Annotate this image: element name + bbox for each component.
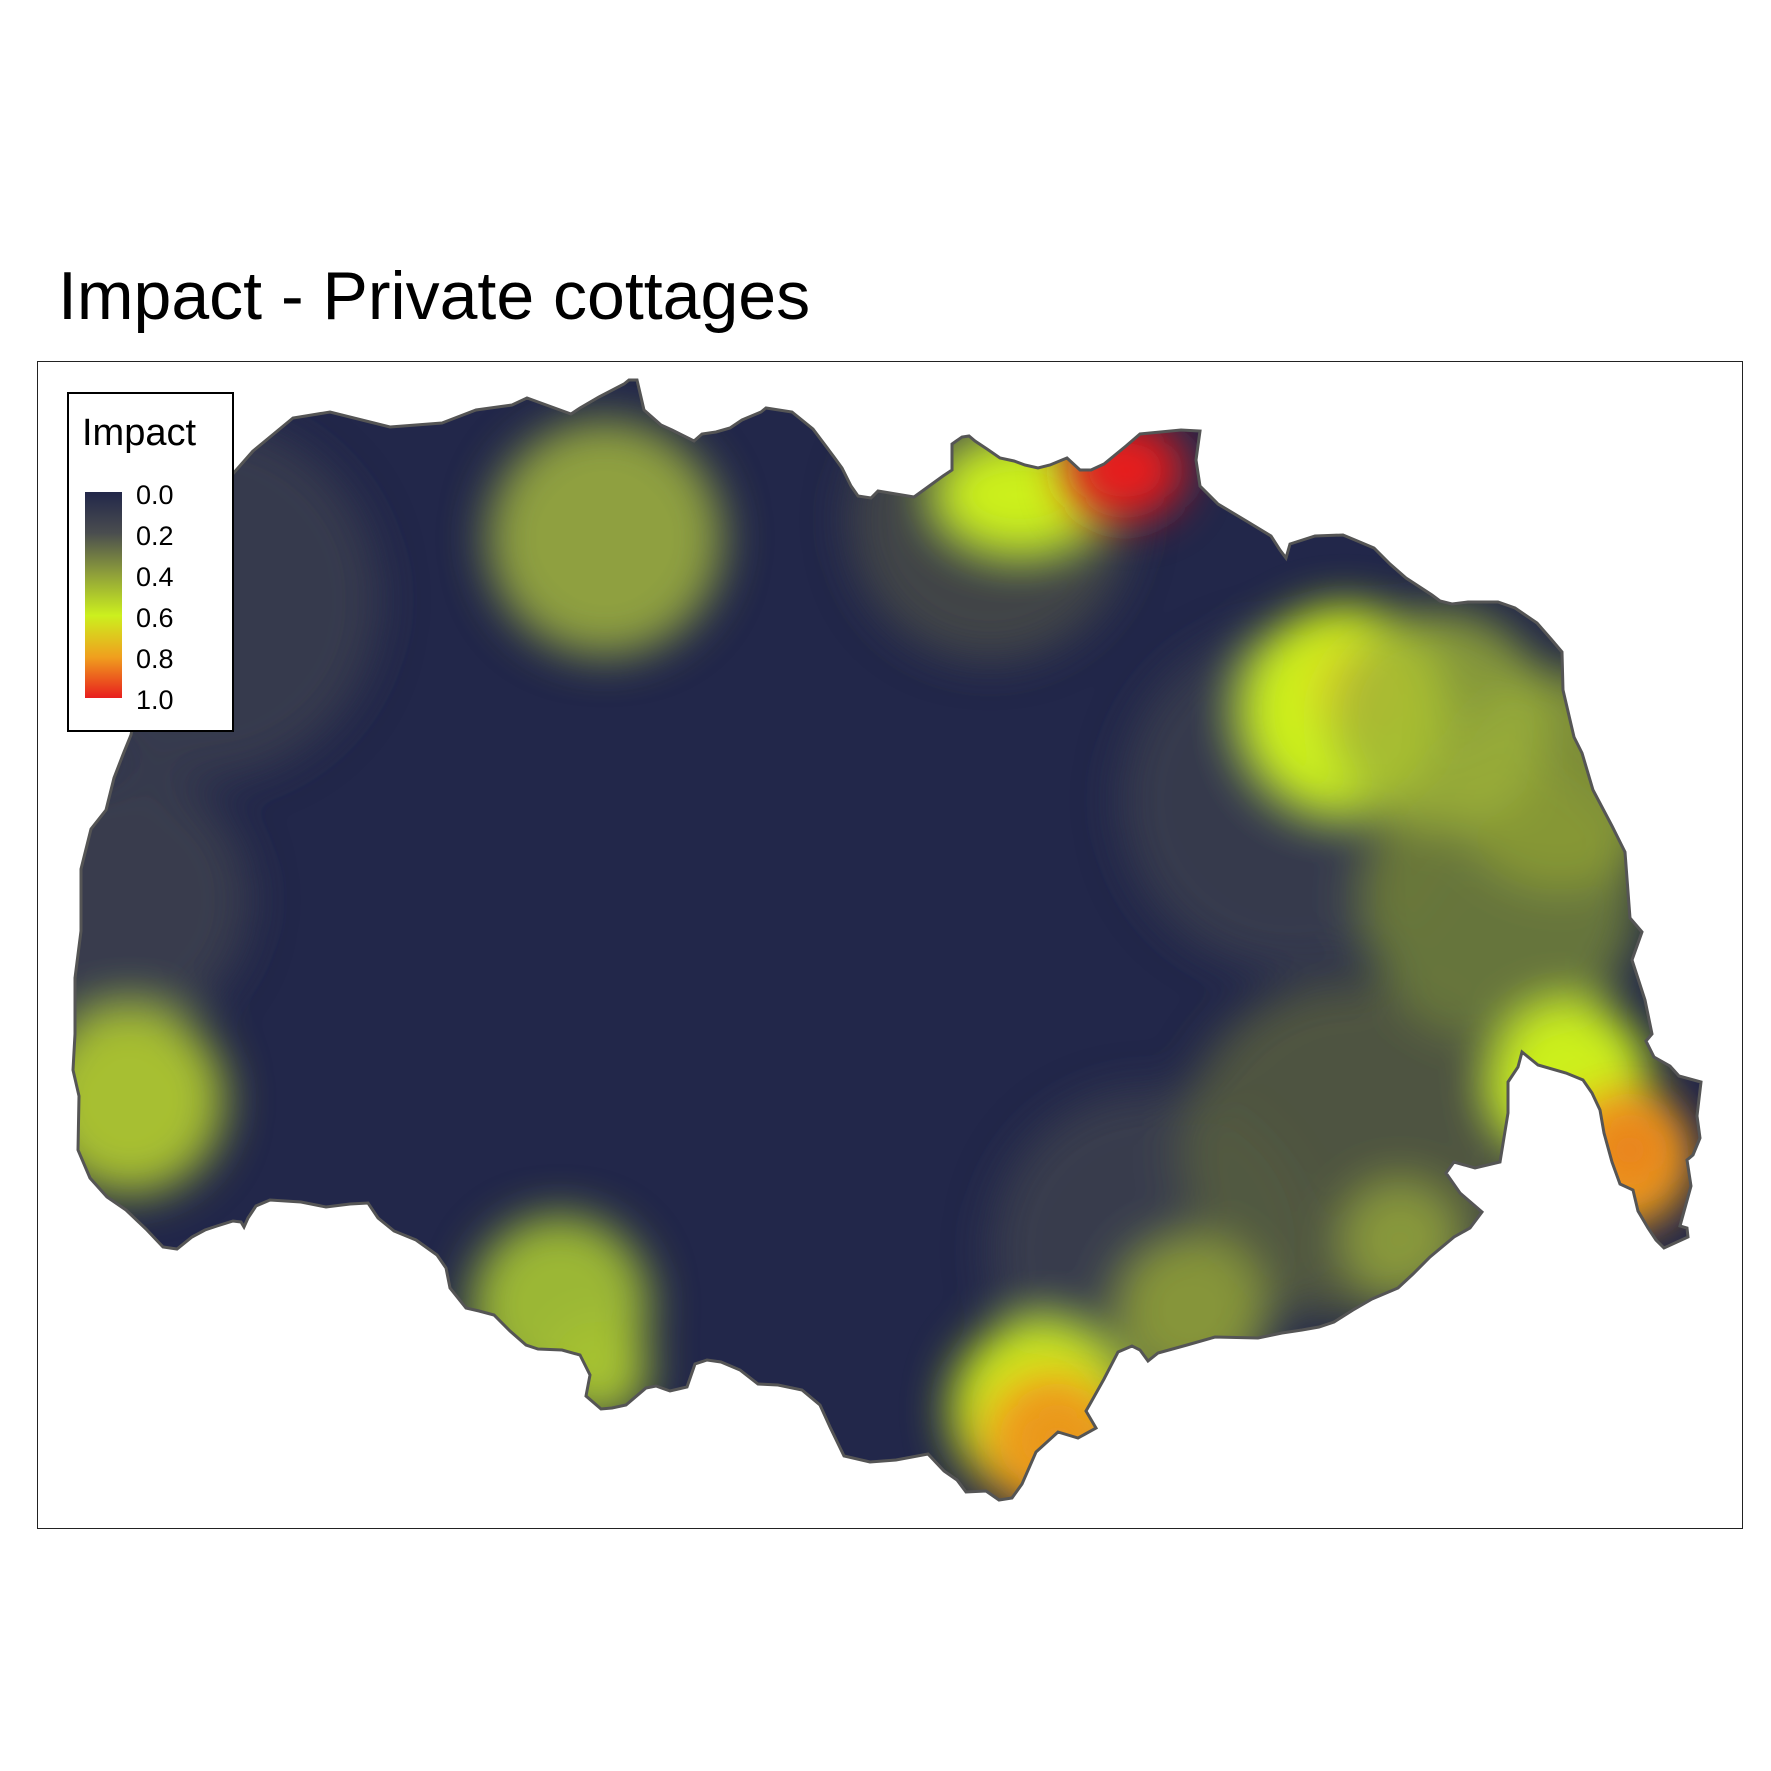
legend-tick-label: 0.0: [136, 480, 174, 510]
legend-tick-label: 0.2: [136, 521, 174, 551]
map-title: Impact - Private cottages: [58, 258, 811, 334]
legend-tick-label: 0.6: [136, 603, 174, 633]
legend-tick-label: 1.0: [136, 685, 174, 715]
legend: Impact 0.0 0.2 0.4 0.6 0.8 1.0: [67, 392, 234, 732]
impact-raster: [73, 380, 1701, 1500]
legend-colorbar: [85, 492, 122, 698]
legend-tick-label: 0.8: [136, 644, 174, 674]
legend-tick-label: 0.4: [136, 562, 174, 592]
legend-title: Impact: [82, 412, 197, 454]
